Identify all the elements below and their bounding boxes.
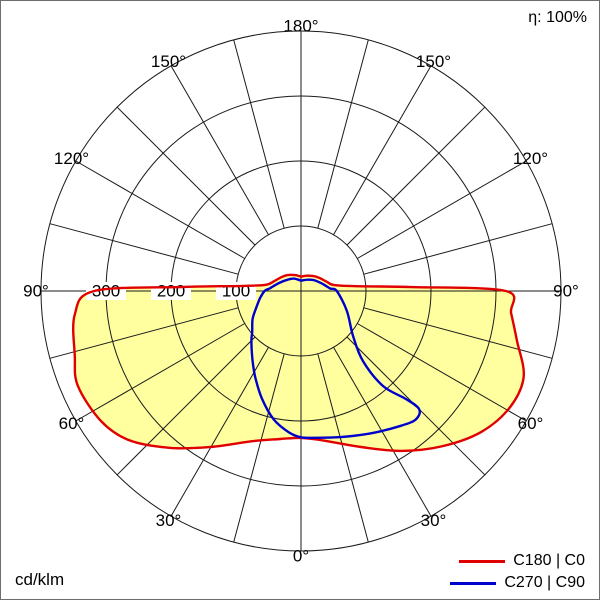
legend: C180 | C0 C270 | C90 (450, 550, 585, 594)
grid-spoke (333, 65, 432, 235)
angle-label: 150° (151, 52, 186, 71)
grid-spoke (233, 353, 285, 543)
grid-spoke (317, 353, 369, 543)
legend-label-c0: C180 | C0 (513, 552, 585, 569)
grid-spoke (357, 160, 527, 259)
angle-label: 120° (54, 149, 89, 168)
grid-spoke (170, 347, 269, 517)
polar-grid (40, 30, 562, 552)
grid-spoke (49, 223, 239, 275)
legend-item-c90: C270 | C90 (450, 572, 585, 594)
grid-spoke (357, 323, 527, 422)
grid-spoke (170, 65, 269, 235)
angle-label: 90° (23, 282, 49, 301)
efficiency-label: η: 100% (528, 9, 587, 26)
legend-line-c90 (450, 581, 497, 585)
angle-label: 180° (283, 17, 318, 36)
angle-label: 60° (518, 414, 544, 433)
legend-item-c0: C180 | C0 (450, 550, 585, 572)
angle-label: 150° (416, 52, 451, 71)
grid-spoke (75, 323, 245, 422)
legend-label-c90: C270 | C90 (504, 574, 585, 591)
angle-label: 30° (421, 511, 447, 530)
grid-spoke (233, 39, 285, 229)
angle-label: 30° (156, 511, 182, 530)
angle-label: 90° (553, 282, 579, 301)
radial-tick-bg (86, 282, 126, 300)
grid-spoke (75, 160, 245, 259)
angle-label: 120° (513, 149, 548, 168)
grid-spoke (363, 223, 553, 275)
radial-tick-label: 100 (222, 282, 250, 301)
angle-label: 0° (293, 547, 309, 566)
radial-tick-label: 300 (92, 282, 120, 301)
grid-spoke (49, 307, 239, 359)
curve-c270-c90 (250, 277, 421, 440)
grid-spoke (317, 39, 369, 229)
grid-spoke (116, 336, 256, 476)
grid-spoke (116, 106, 256, 246)
grid-spoke (363, 307, 553, 359)
angle-label: 60° (59, 414, 85, 433)
units-label: cd/klm (15, 570, 65, 589)
radial-tick-label: 200 (157, 282, 185, 301)
curve-c180-c0-fill (73, 274, 524, 451)
legend-line-c0 (459, 559, 506, 563)
grid-spoke (346, 106, 486, 246)
